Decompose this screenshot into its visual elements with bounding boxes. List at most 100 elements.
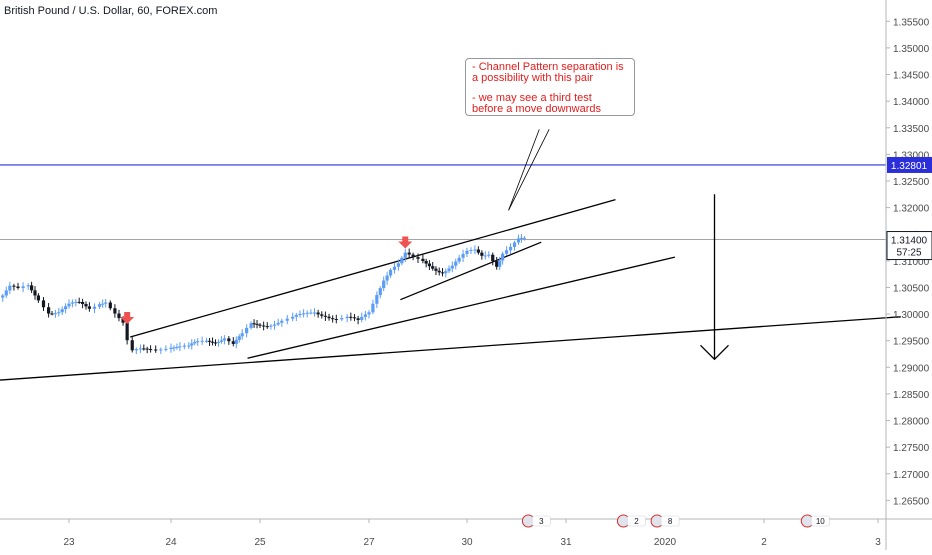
candle-body — [134, 349, 138, 351]
candle-body — [249, 323, 253, 328]
sell-marker-2 — [398, 236, 413, 249]
candle-body — [182, 345, 186, 347]
candle-body — [222, 338, 226, 341]
annotation-pointer-2-line — [508, 129, 540, 211]
candle-body — [81, 301, 85, 305]
candle-body — [375, 295, 379, 304]
candle-body — [501, 253, 505, 261]
current-price-label: 1.31400 — [891, 236, 928, 247]
sell-marker-1 — [120, 312, 135, 325]
annotation-line-1: - Channel Pattern separation is — [472, 61, 624, 73]
candle-body — [447, 268, 451, 272]
candle-body — [113, 308, 117, 314]
candle-body — [117, 313, 121, 319]
candle-body — [302, 313, 306, 315]
candle-body — [77, 301, 81, 303]
y-tick-label: 1.34500 — [893, 71, 930, 82]
candle-body — [437, 270, 441, 273]
candle-body — [142, 348, 146, 350]
candle-body — [98, 304, 102, 307]
candle-body — [262, 325, 266, 327]
candle-body — [64, 306, 68, 310]
candle-body — [483, 255, 487, 257]
candle-body — [421, 258, 425, 262]
inner-channel-line — [400, 241, 542, 301]
candle-body — [108, 302, 112, 309]
candle-body — [240, 333, 244, 337]
y-tick-label: 1.26500 — [893, 496, 930, 507]
y-tick-label: 1.28500 — [893, 390, 930, 401]
y-tick-label: 1.28000 — [893, 417, 930, 428]
candle-body — [4, 290, 8, 296]
candle-body — [431, 266, 435, 269]
candle-body — [53, 313, 57, 315]
candle-body — [334, 319, 338, 321]
candle-body — [396, 263, 400, 267]
x-tick-label: 30 — [461, 537, 473, 548]
upper-channel-line — [130, 198, 616, 338]
annotation-line-2: a possibility with this pair — [472, 72, 594, 84]
event-badge-2 — [660, 515, 680, 527]
candle-body — [21, 286, 25, 289]
candle-body — [388, 269, 393, 276]
candle-body — [219, 340, 224, 342]
event-count-label: 10 — [816, 517, 825, 526]
candle-body — [516, 238, 521, 243]
candle-body — [349, 316, 353, 318]
candle-body — [130, 340, 134, 351]
candle-body — [360, 316, 364, 320]
current-price-tag — [886, 231, 932, 261]
countdown-label: 57:25 — [896, 248, 921, 259]
candle-body — [84, 304, 88, 307]
candle-body — [258, 324, 262, 326]
candle-body — [92, 306, 97, 309]
candle-body — [469, 249, 473, 251]
candle-body — [255, 323, 259, 325]
candle-body — [207, 340, 212, 342]
candle-body — [512, 242, 517, 247]
candle-body — [234, 339, 238, 344]
candle-body — [323, 315, 327, 317]
candle-body — [291, 316, 295, 319]
candle-body — [327, 316, 331, 319]
candle-body — [12, 285, 16, 287]
candle-body — [363, 314, 367, 317]
candle-body — [67, 303, 71, 307]
x-tick-label: 23 — [63, 537, 75, 548]
candle-body — [424, 261, 428, 264]
candle-body — [473, 249, 477, 251]
candle-body — [30, 285, 34, 291]
candle-body — [193, 341, 197, 344]
x-tick-label: 3 — [875, 537, 881, 548]
candle-body — [285, 318, 289, 321]
candle-body — [345, 316, 349, 319]
candle-body — [245, 327, 249, 334]
candle-body — [320, 314, 324, 316]
candle-body — [196, 341, 200, 343]
candle-body — [276, 322, 280, 325]
candle-body — [450, 265, 454, 269]
y-tick-label: 1.35500 — [893, 17, 930, 28]
candle-body — [331, 318, 335, 320]
event-badge-0 — [532, 515, 551, 527]
annotation-line-4: before a move downwards — [472, 103, 602, 115]
candle-body — [178, 346, 182, 348]
y-tick-label: 1.31000 — [893, 257, 930, 268]
candle-body — [427, 263, 432, 267]
candle-body — [461, 253, 465, 258]
candle-body — [74, 301, 78, 303]
candle-body — [305, 312, 309, 314]
candle-body — [440, 272, 445, 274]
candle-body — [508, 246, 513, 251]
candle-body — [121, 318, 125, 323]
candle-body — [149, 349, 153, 351]
candle-body — [190, 343, 194, 346]
candle-body — [36, 295, 40, 301]
candle-body — [231, 341, 235, 344]
candle-body — [495, 261, 499, 267]
annotation-box[interactable]: - Channel Pattern separation is a possib… — [465, 58, 635, 116]
candle-body — [280, 320, 284, 323]
candle-body — [371, 303, 375, 313]
